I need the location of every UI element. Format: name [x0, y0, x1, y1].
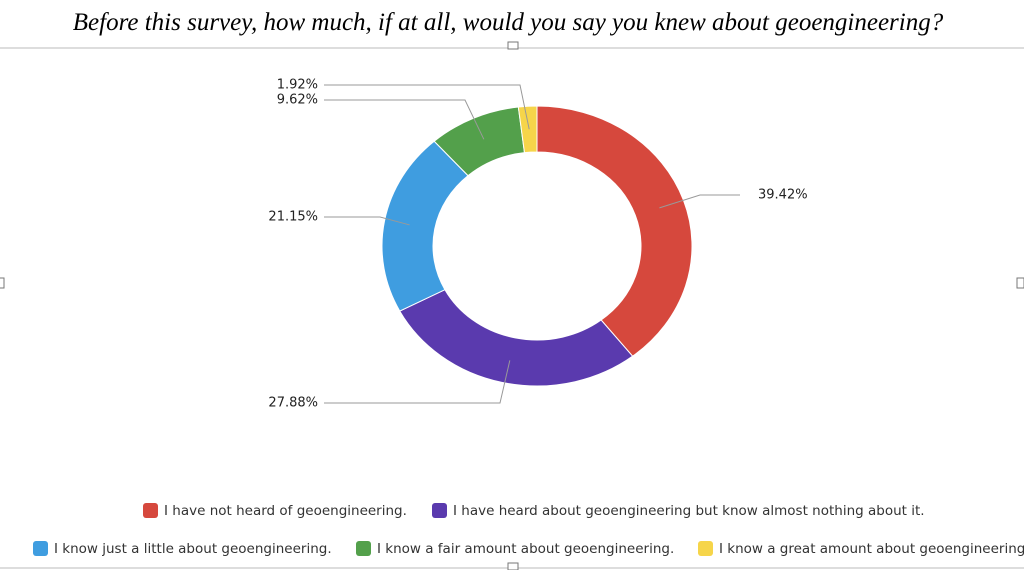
data-label: 27.88% [268, 396, 318, 411]
legend-swatch [356, 541, 371, 556]
data-label: 39.42% [758, 188, 808, 203]
legend-label: I have heard about geoengineering but kn… [453, 503, 925, 519]
legend-swatch [698, 541, 713, 556]
chart-title: Before this survey, how much, if at all,… [73, 9, 944, 36]
legend-swatch [33, 541, 48, 556]
donut-segment [536, 105, 693, 357]
legend-label: I know just a little about geoengineerin… [54, 541, 332, 557]
donut-segment [399, 289, 634, 387]
data-label: 9.62% [277, 93, 318, 108]
leader-line [324, 84, 530, 130]
resize-handle [0, 277, 5, 289]
resize-handle [507, 562, 519, 570]
leader-line [324, 360, 511, 404]
donut-segment [381, 140, 469, 312]
legend-label: I have not heard of geoengineering. [164, 503, 407, 519]
data-label: 1.92% [277, 78, 318, 93]
resize-handle [1016, 277, 1024, 289]
legend-label: I know a fair amount about geoengineerin… [377, 541, 674, 557]
leader-line [324, 216, 410, 226]
resize-handle [507, 41, 519, 50]
legend-label: I know a great amount about geoengineeri… [719, 541, 1024, 557]
leader-line [324, 99, 485, 140]
legend-swatch [143, 503, 158, 518]
legend-swatch [432, 503, 447, 518]
leader-line [659, 194, 740, 209]
data-label: 21.15% [268, 210, 318, 225]
